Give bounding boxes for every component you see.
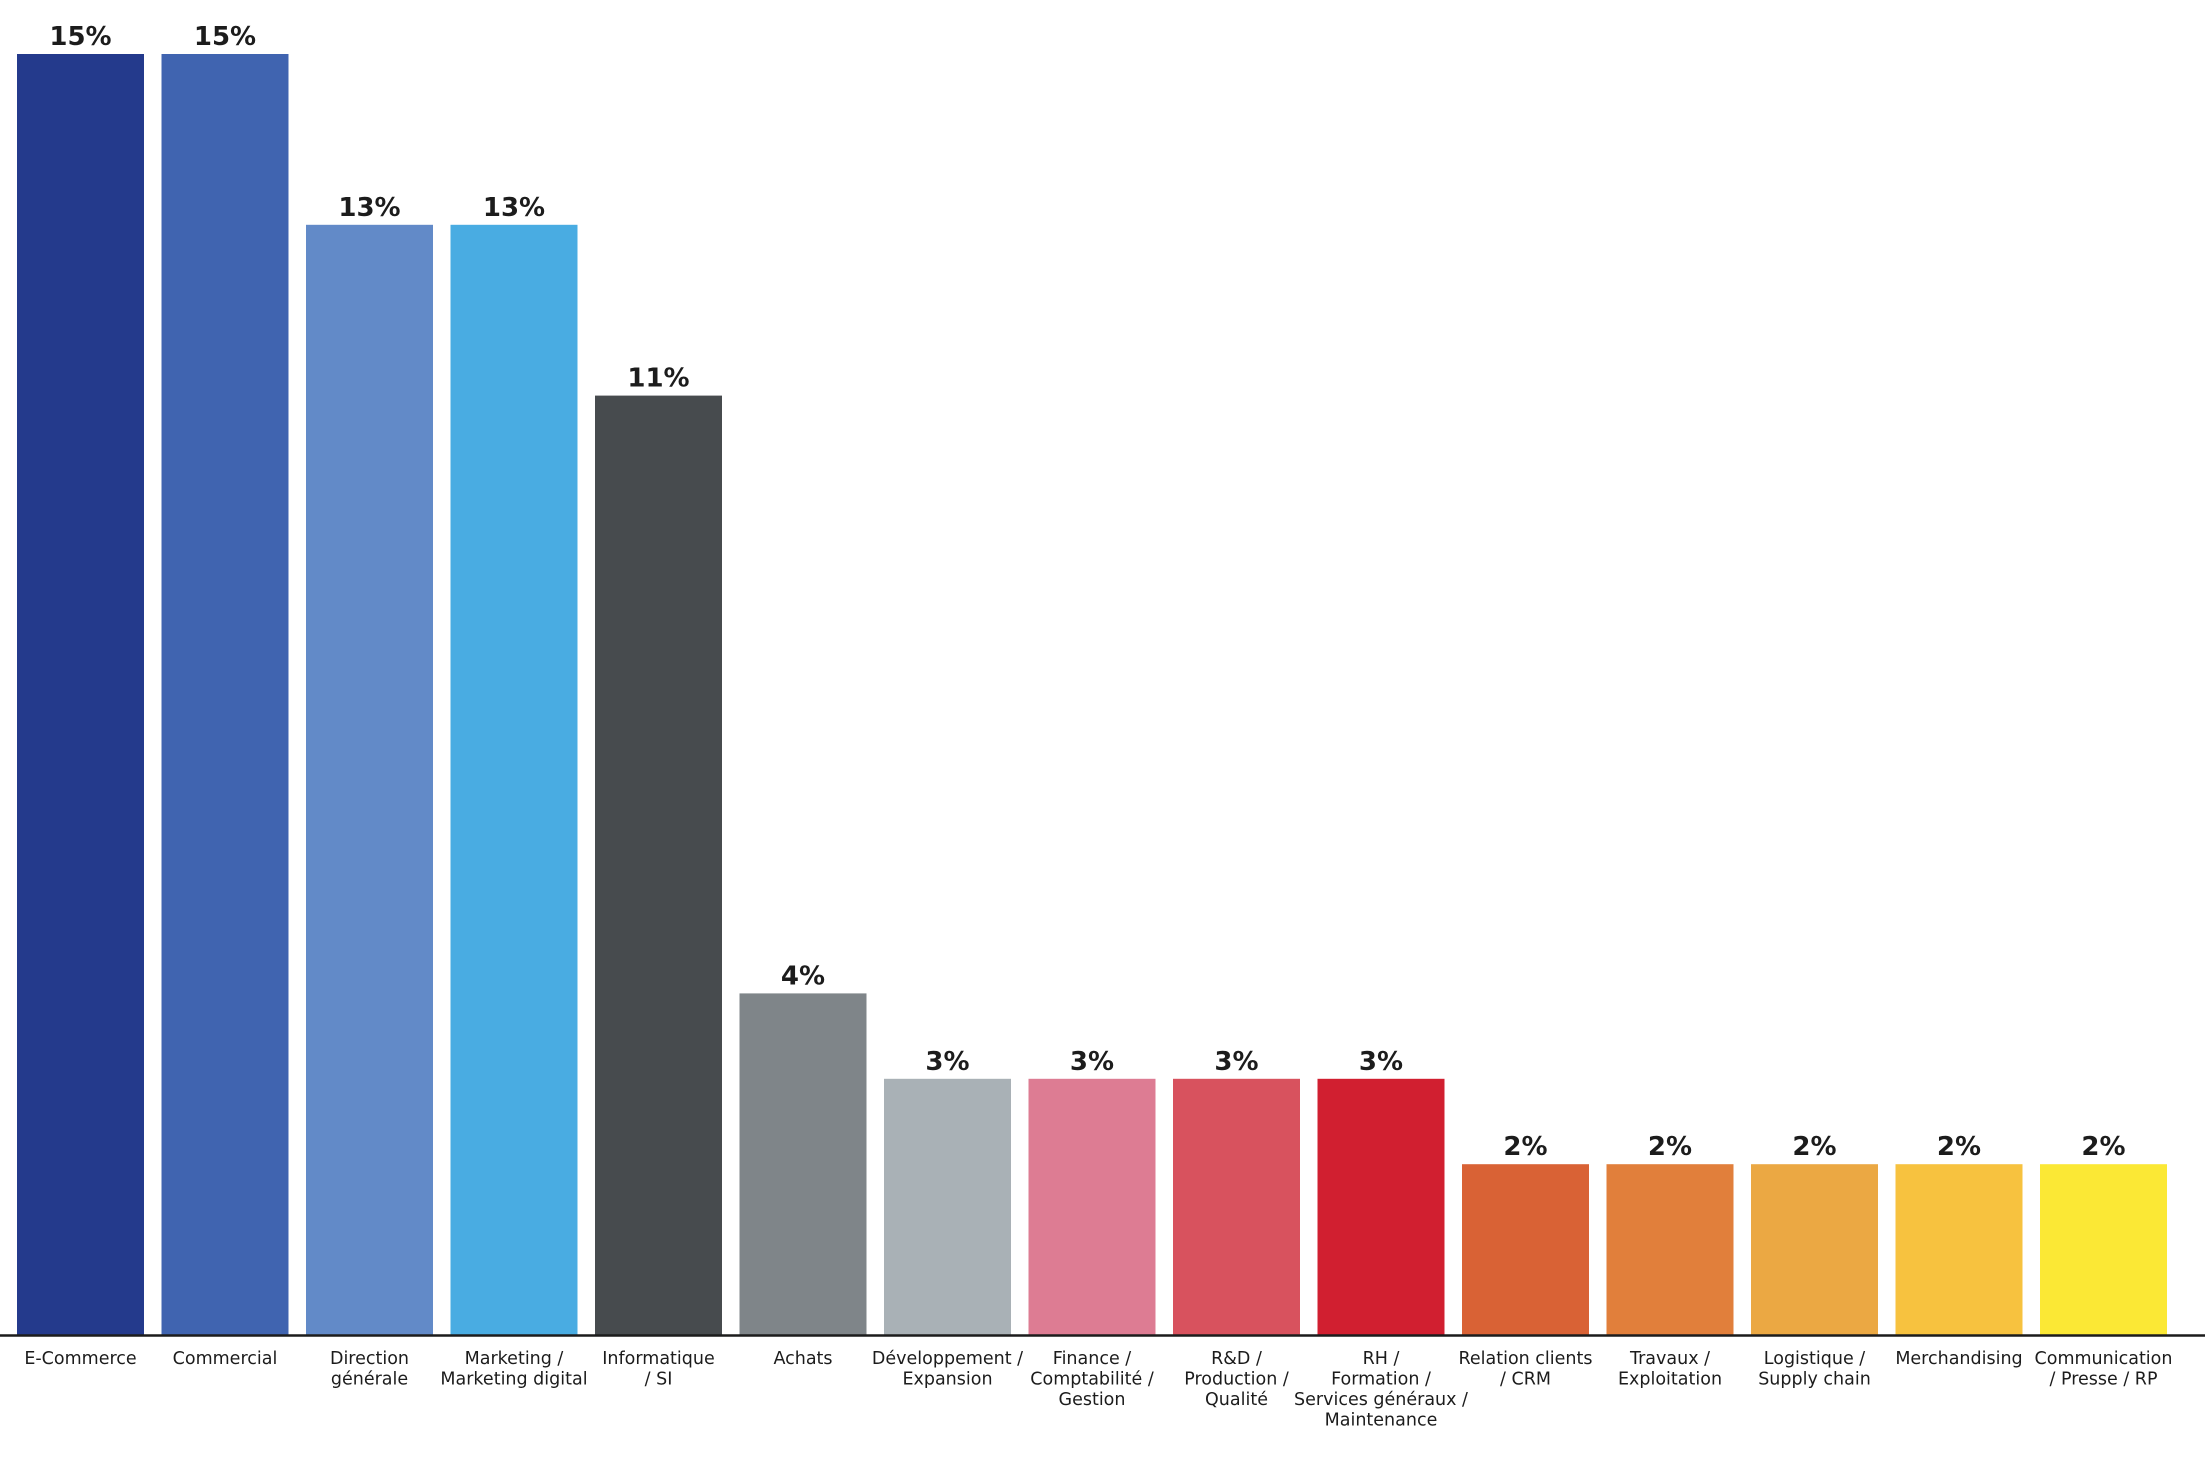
category-label-line: Production /: [1184, 1370, 1289, 1390]
category-label-line: Relation clients: [1459, 1349, 1593, 1369]
category-label-10: Relation clients / CRM: [1459, 1349, 1593, 1390]
value-label-11: 2%: [1648, 1132, 1692, 1162]
value-label-1: 15%: [194, 22, 256, 52]
category-label-2: Direction générale: [330, 1349, 409, 1390]
bar-1: [161, 54, 289, 1335]
bar-2: [306, 224, 433, 1335]
category-label-line: Maintenance: [1325, 1411, 1438, 1431]
category-label-line: Exploitation: [1618, 1370, 1722, 1390]
value-label-5: 4%: [781, 961, 825, 991]
category-label-line: E-Commerce: [24, 1349, 136, 1369]
category-label-line: / CRM: [1500, 1370, 1551, 1390]
bar-9: [1317, 1078, 1445, 1335]
category-label-6: Développement / Expansion: [872, 1349, 1023, 1390]
bar-7: [1028, 1078, 1156, 1335]
value-label-14: 2%: [2081, 1132, 2125, 1162]
category-label-14: Communication / Presse / RP: [2035, 1349, 2173, 1390]
category-label-line: générale: [331, 1370, 408, 1390]
category-label-line: R&D /: [1211, 1349, 1262, 1369]
category-label-line: Supply chain: [1758, 1370, 1871, 1390]
category-label-13: Merchandising: [1895, 1349, 2022, 1369]
bars-group: [17, 54, 2167, 1336]
category-label-line: Informatique: [602, 1349, 714, 1369]
value-label-12: 2%: [1792, 1132, 1836, 1162]
category-label-line: Services généraux /: [1294, 1390, 1468, 1410]
category-label-8: R&D / Production / Qualité: [1184, 1349, 1289, 1410]
category-label-line: / Presse / RP: [2049, 1370, 2157, 1390]
category-label-line: Expansion: [902, 1370, 992, 1390]
bar-5: [739, 993, 867, 1335]
category-label-7: Finance / Comptabilité / Gestion: [1030, 1349, 1154, 1410]
category-label-line: RH /: [1363, 1349, 1400, 1369]
bar-13: [1895, 1164, 2023, 1335]
value-label-7: 3%: [1070, 1047, 1114, 1077]
category-label-9: RH / Formation / Services généraux / Mainte…: [1294, 1349, 1468, 1431]
category-label-11: Travaux / Exploitation: [1618, 1349, 1722, 1390]
category-label-line: Commercial: [173, 1349, 278, 1369]
bar-8: [1173, 1078, 1300, 1335]
bar-10: [1462, 1164, 1589, 1335]
category-label-line: Formation /: [1331, 1370, 1431, 1390]
bar-14: [2040, 1164, 2167, 1335]
category-labels-group: E-Commerce Commercial Direction générale Mar…: [24, 1349, 2172, 1431]
value-label-2: 13%: [338, 193, 400, 223]
category-label-line: Marketing digital: [440, 1370, 587, 1390]
category-label-line: Travaux /: [1629, 1349, 1710, 1369]
category-label-3: Marketing / Marketing digital: [440, 1349, 587, 1390]
value-label-8: 3%: [1214, 1047, 1258, 1077]
category-label-line: Qualité: [1205, 1390, 1268, 1410]
value-labels-group: 15% 15% 13% 13% 11% 4% 3% 3% 3% 3% 2% 2% 2% 2% 2%: [49, 22, 2125, 1162]
value-label-0: 15%: [49, 22, 111, 52]
value-label-10: 2%: [1503, 1132, 1547, 1162]
category-label-12: Logistique / Supply chain: [1758, 1349, 1871, 1390]
bar-3: [450, 224, 578, 1335]
bar-11: [1606, 1164, 1734, 1335]
bar-6: [884, 1078, 1011, 1335]
category-label-line: Développement /: [872, 1349, 1023, 1369]
value-label-13: 2%: [1937, 1132, 1981, 1162]
category-label-line: / SI: [645, 1370, 673, 1390]
category-label-line: Finance /: [1053, 1349, 1132, 1369]
bar-0: [17, 54, 144, 1335]
category-label-line: Merchandising: [1895, 1349, 2022, 1369]
category-label-line: Communication: [2035, 1349, 2173, 1369]
category-label-4: Informatique / SI: [602, 1349, 714, 1390]
category-label-line: Marketing /: [465, 1349, 564, 1369]
value-label-4: 11%: [627, 364, 689, 394]
category-label-line: Achats: [773, 1349, 832, 1369]
bar-4: [595, 395, 722, 1336]
category-label-0: E-Commerce: [24, 1349, 136, 1369]
bar-12: [1751, 1164, 1878, 1335]
category-label-1: Commercial: [173, 1349, 278, 1369]
category-label-line: Logistique /: [1764, 1349, 1865, 1369]
value-label-3: 13%: [483, 193, 545, 223]
category-label-line: Gestion: [1059, 1390, 1126, 1410]
category-label-line: Comptabilité /: [1030, 1370, 1154, 1390]
category-label-line: Direction: [330, 1349, 409, 1369]
value-label-9: 3%: [1359, 1047, 1403, 1077]
category-label-5: Achats: [773, 1349, 832, 1369]
value-label-6: 3%: [925, 1047, 969, 1077]
